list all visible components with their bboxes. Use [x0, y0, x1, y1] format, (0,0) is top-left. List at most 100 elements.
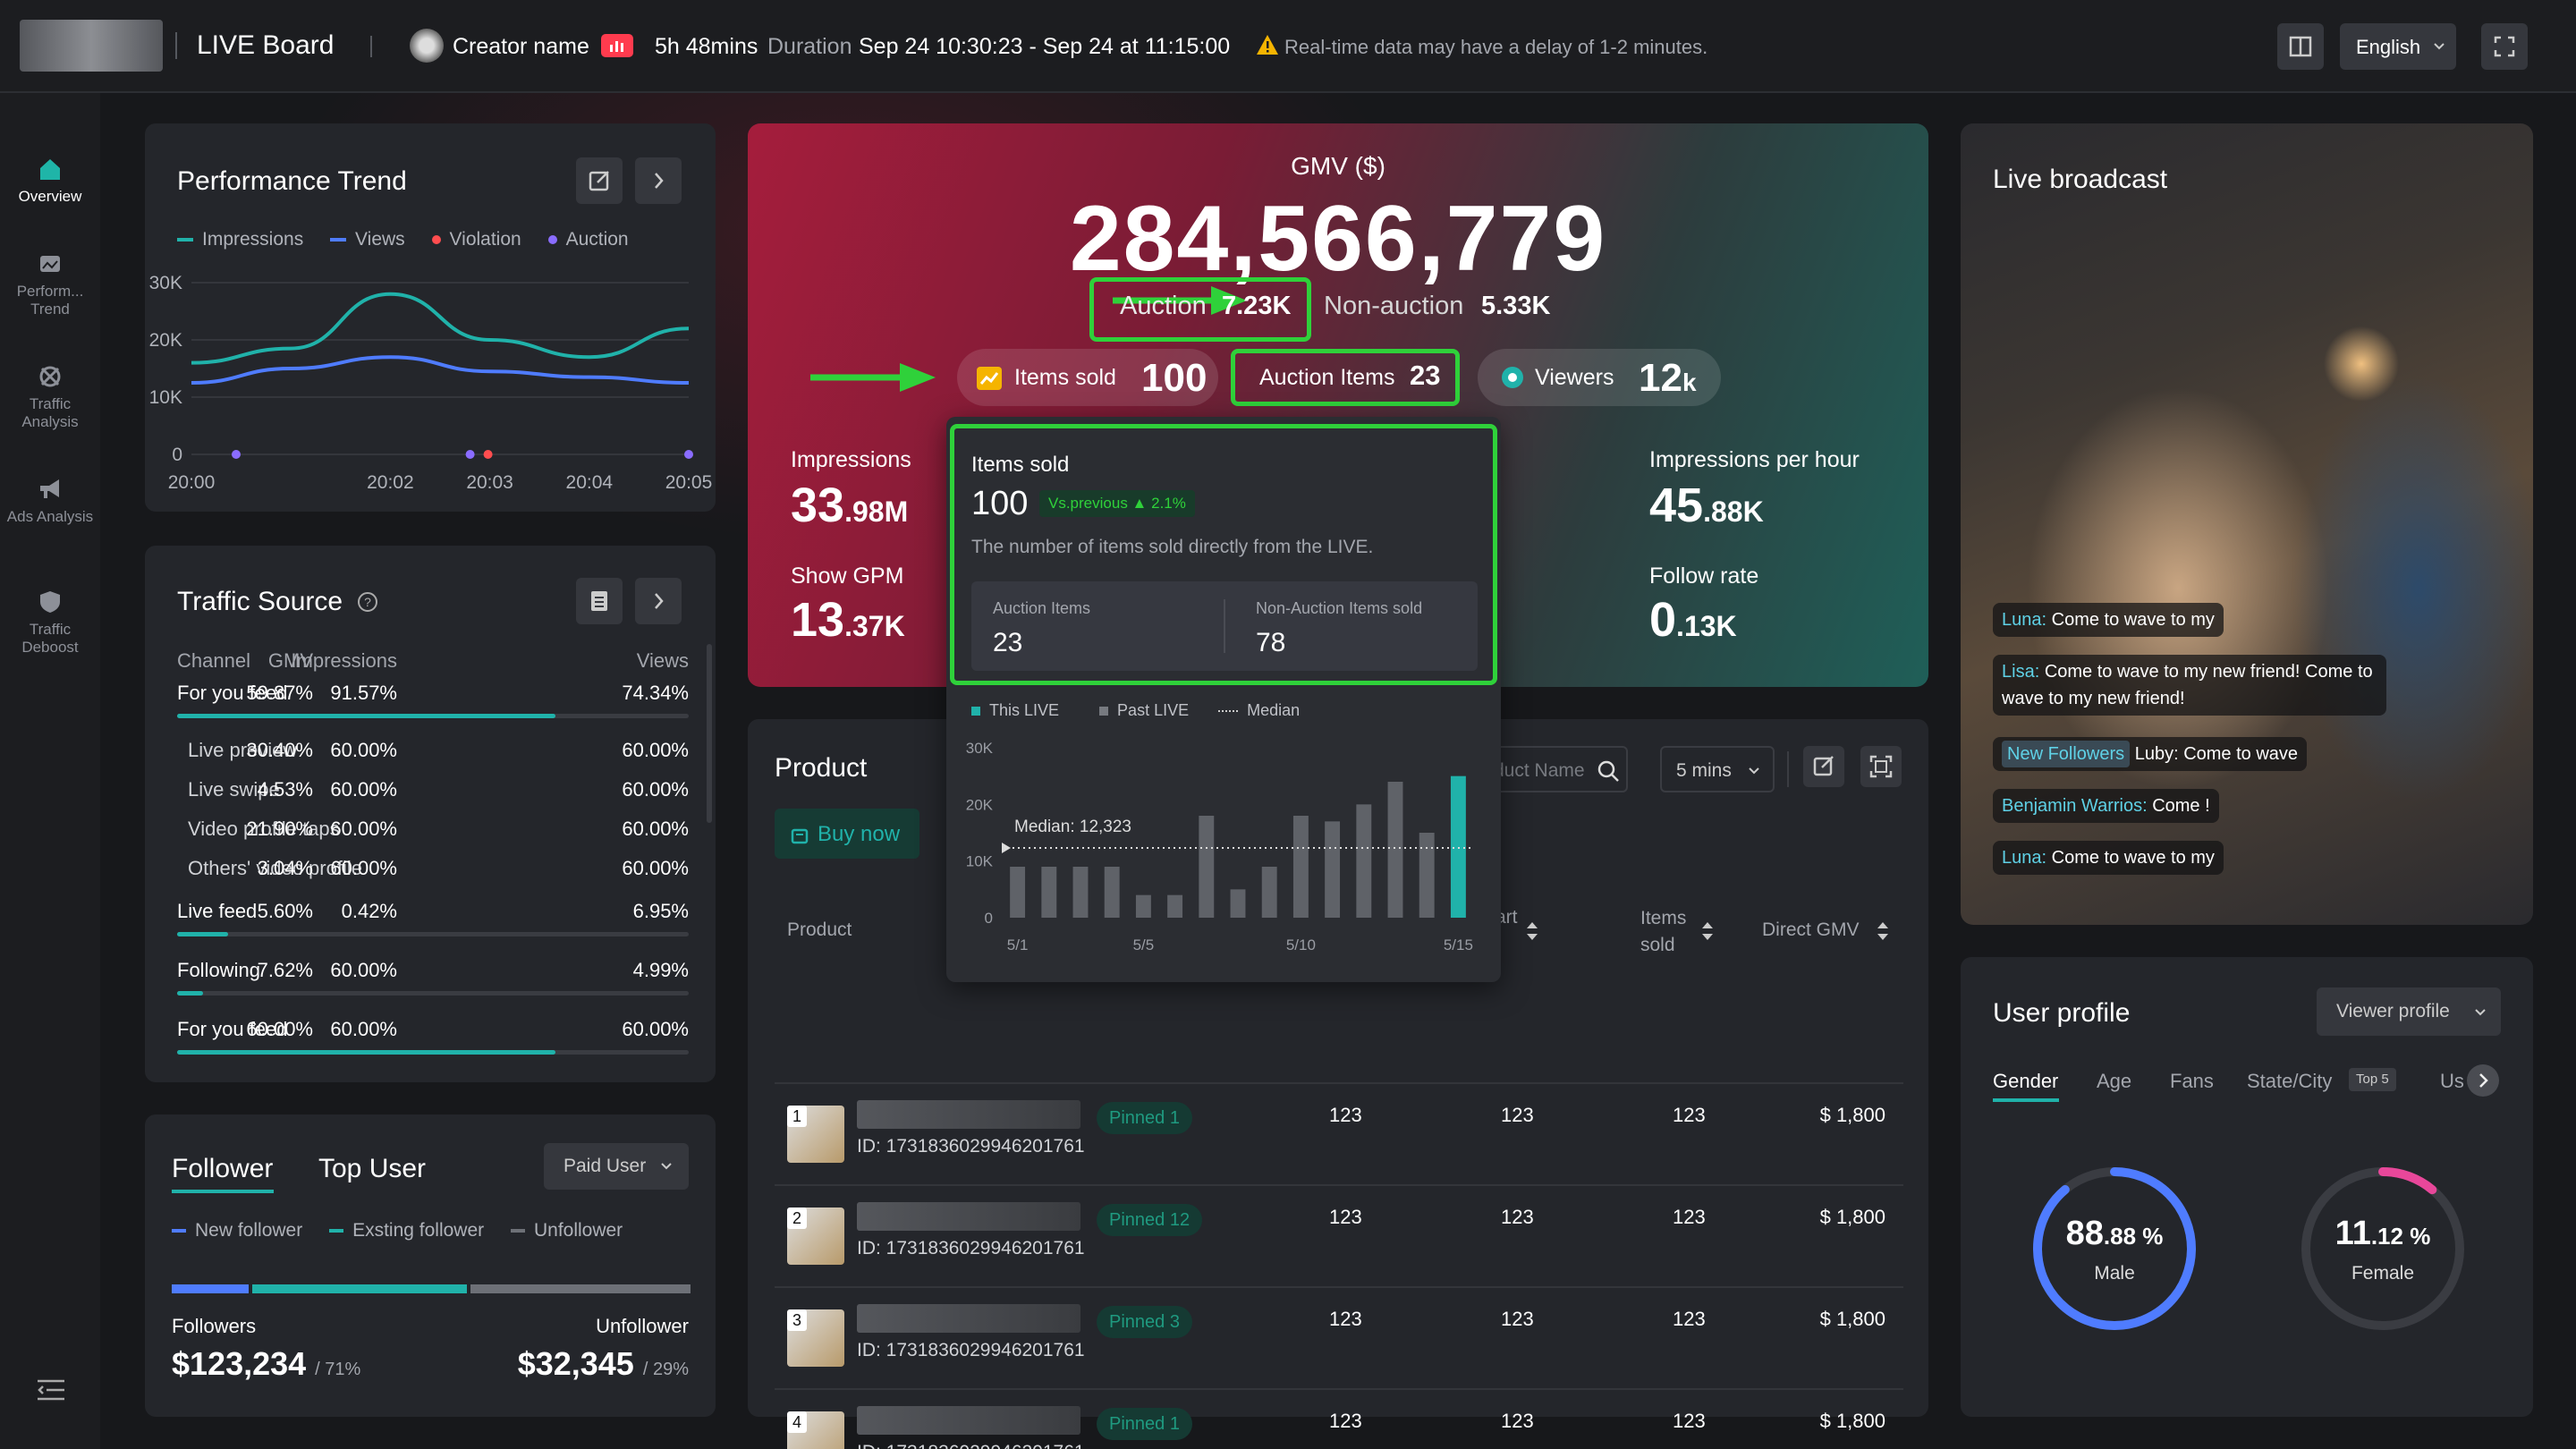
sidebar-item-traffic[interactable]: Traffic Analysis: [0, 363, 100, 431]
follow-rate-value: 0.13K: [1649, 592, 1737, 648]
duration-label: Duration: [767, 34, 852, 59]
violation-marker: [483, 450, 493, 459]
screenshot-button[interactable]: [1860, 746, 1902, 787]
impressions-number: 33: [791, 479, 845, 532]
scrollbar[interactable]: [707, 644, 712, 823]
followers-amount: $123,234: [172, 1345, 307, 1382]
col-channel[interactable]: Channel: [177, 649, 250, 672]
chart-legend: Impressions Views Violation Auction: [177, 229, 629, 250]
traffic-row-imp: 60.00%: [330, 818, 397, 840]
edit-button[interactable]: [1803, 746, 1844, 787]
viewer-profile-select[interactable]: Viewer profile: [2317, 987, 2501, 1036]
showgpm-label: Show GPM: [791, 564, 904, 589]
divider: [1787, 751, 1789, 787]
nonauction-value: 5.33K: [1481, 292, 1551, 320]
profile-title: User profile: [1993, 998, 2131, 1028]
traffic-row-channel[interactable]: Following: [177, 959, 260, 981]
search-placeholder: duct Name: [1494, 760, 1585, 781]
sidebar-item-performance[interactable]: Perform... Trend: [0, 250, 100, 318]
bar: [1072, 867, 1089, 918]
tab-state-city[interactable]: State/City: [2247, 1070, 2333, 1092]
tab-top-user[interactable]: Top User: [318, 1154, 427, 1183]
list-button[interactable]: [576, 578, 623, 624]
table-row[interactable]: 2 ID: 1731836029946201761 Pinned 12 123 123 1…: [775, 1184, 1903, 1284]
traffic-row-channel[interactable]: For you feed: [177, 682, 288, 704]
items-sold-label: Items sold: [1014, 365, 1116, 390]
sidebar-item-deboost[interactable]: Traffic Deboost: [0, 589, 100, 657]
table-row[interactable]: 3 ID: 1731836029946201761 Pinned 3 123 123 12…: [775, 1286, 1903, 1386]
sidebar-item-ads[interactable]: Ads Analysis: [0, 476, 100, 526]
traffic-row-channel[interactable]: Live swipe: [188, 778, 280, 801]
collapse-menu-icon[interactable]: [36, 1377, 66, 1402]
col-views[interactable]: Views: [636, 649, 689, 672]
col-art[interactable]: art: [1496, 907, 1518, 928]
traffic-row-channel[interactable]: Others' video profile: [188, 857, 362, 879]
col-impressions[interactable]: Impressions: [291, 649, 397, 672]
rank-badge: 2: [787, 1208, 807, 1229]
product-name-placeholder: [857, 1202, 1080, 1231]
breakdown-auction-value: 23: [993, 628, 1023, 657]
male-number: 88: [2065, 1215, 2104, 1252]
traffic-row-channel[interactable]: Video profile taps: [188, 818, 340, 840]
product-id: ID: 1731836029946201761: [857, 1442, 1085, 1449]
items-sold-pill[interactable]: Items sold 100: [957, 349, 1218, 406]
fullscreen-button[interactable]: [2481, 23, 2528, 70]
layout-button[interactable]: [2277, 23, 2324, 70]
y-tick-label: 30K: [966, 740, 994, 757]
home-icon: [40, 159, 60, 180]
next-button[interactable]: [635, 157, 682, 204]
tab-us[interactable]: Us: [2440, 1070, 2464, 1092]
product-search-input[interactable]: duct Name: [1481, 746, 1628, 792]
legend-label: Past LIVE: [1117, 701, 1190, 719]
traffic-share-fill: [177, 1050, 556, 1055]
interval-select[interactable]: 5 mins: [1660, 746, 1775, 792]
next-button[interactable]: [635, 578, 682, 624]
viewers-pill[interactable]: Viewers 12k: [1478, 349, 1721, 406]
sidebar-item-overview[interactable]: Overview: [0, 156, 100, 206]
items-sold-tooltip: Items sold 100 Vs.previous ▲ 2.1% The nu…: [946, 417, 1501, 982]
legend-label: Unfollower: [533, 1220, 623, 1241]
edit-button[interactable]: [576, 157, 623, 204]
paid-user-select[interactable]: Paid User: [544, 1143, 689, 1190]
traffic-row-channel[interactable]: Live feed: [177, 900, 258, 922]
sort-icon[interactable]: [1701, 921, 1714, 941]
language-select[interactable]: English: [2340, 23, 2456, 70]
viewers-unit: k: [1682, 369, 1697, 396]
performance-title: Performance Trend: [177, 166, 407, 196]
tab-fans[interactable]: Fans: [2170, 1070, 2214, 1092]
tabs-scroll-right-button[interactable]: [2467, 1064, 2499, 1097]
tab-follower[interactable]: Follower: [172, 1154, 274, 1183]
impressions-unit: .98M: [844, 496, 909, 528]
traffic-row-channel[interactable]: Live preview: [188, 739, 298, 761]
tab-age[interactable]: Age: [2097, 1070, 2132, 1092]
impressions-label: Impressions: [791, 447, 911, 472]
female-donut-chart: [2301, 1167, 2464, 1330]
performance-line-chart[interactable]: 30K 20K 10K 0 20:00 20:02 20:03 20:04 20:05: [145, 267, 716, 490]
col-direct-gmv[interactable]: Direct GMV: [1762, 919, 1860, 940]
x-tick-label: 5/15: [1444, 936, 1473, 953]
bar: [1230, 889, 1246, 918]
tab-gender[interactable]: Gender: [1993, 1070, 2059, 1092]
col-product[interactable]: Product: [787, 919, 852, 940]
product-c3: 123: [1673, 1308, 1706, 1330]
rank-badge: 4: [787, 1411, 807, 1433]
breakdown-nonauction-label: Non-Auction Items sold: [1256, 599, 1423, 617]
chat-user: Luna:: [2002, 610, 2047, 630]
traffic-share-bar: [177, 714, 689, 718]
help-icon[interactable]: ?: [356, 590, 379, 614]
sort-icon[interactable]: [1877, 921, 1889, 941]
traffic-row-channel[interactable]: For you feed: [177, 1018, 288, 1040]
sort-icon[interactable]: [1526, 921, 1538, 941]
table-row[interactable]: 1 ID: 1731836029946201761 Pinned 1 123 123 12…: [775, 1082, 1903, 1182]
col-gmv[interactable]: GMV: [267, 649, 313, 672]
col-items-sold[interactable]: Items sold: [1640, 908, 1687, 955]
table-row[interactable]: 4 ID: 1731836029946201761 Pinned 1 123 123 12…: [775, 1388, 1903, 1449]
showgpm-unit: .37K: [844, 610, 905, 642]
creator-name[interactable]: Creator name: [453, 34, 589, 59]
interval-value: 5 mins: [1676, 760, 1732, 781]
buy-now-button[interactable]: Buy now: [775, 809, 919, 859]
creator-avatar[interactable]: [410, 29, 444, 63]
follow-rate-label: Follow rate: [1649, 564, 1759, 589]
expand-icon: [2494, 36, 2515, 57]
product-c1: 123: [1329, 1104, 1362, 1126]
